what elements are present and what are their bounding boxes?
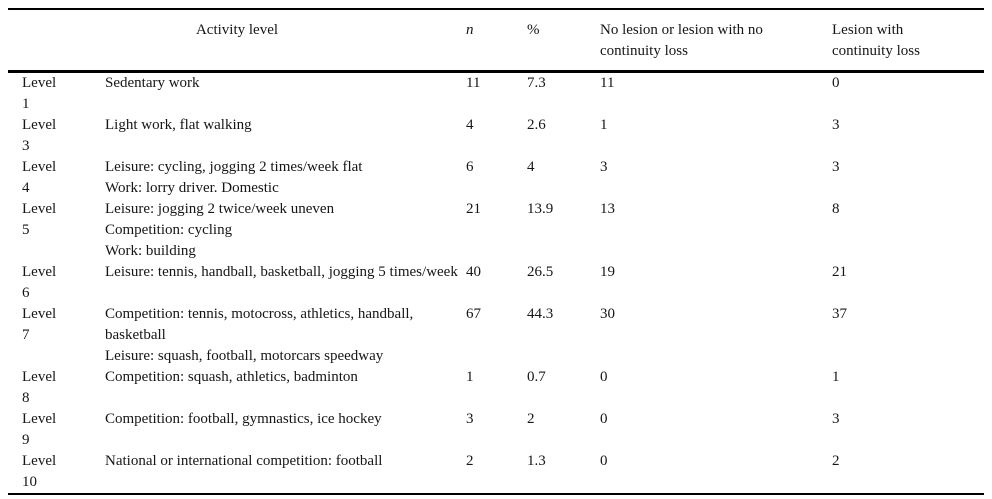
- n-cell: 1: [466, 369, 474, 385]
- activity-cell: Competition: tennis, motocross, athletic…: [105, 306, 414, 364]
- level-cell: Level 9: [8, 409, 105, 451]
- n-cell: 67: [466, 306, 481, 322]
- n-cell: 40: [466, 264, 481, 280]
- col-header-n: n: [466, 9, 527, 73]
- level-label: Level 10: [22, 453, 57, 490]
- activity-cell: Sedentary work: [105, 75, 200, 91]
- table-row: Level 6 Leisure: tennis, handball, baske…: [8, 262, 984, 304]
- activity-cell: Leisure: cycling, jogging 2 times/week f…: [105, 159, 363, 196]
- no-lesion-cell: 13: [600, 201, 615, 217]
- level-label: Level 5: [22, 201, 57, 238]
- percent-cell: 0.7: [527, 369, 546, 385]
- level-cell: Level 5: [8, 199, 105, 262]
- n-cell: 3: [466, 411, 474, 427]
- percent-cell: 2: [527, 411, 535, 427]
- percent-cell: 26.5: [527, 264, 554, 280]
- table-row: Level 3 Light work, flat walking 4 2.6 1…: [8, 115, 984, 157]
- no-lesion-cell: 30: [600, 306, 615, 322]
- lesion-cell: 8: [832, 201, 840, 217]
- no-lesion-cell: 3: [600, 159, 608, 175]
- no-lesion-cell: 0: [600, 369, 608, 385]
- activity-cell: Leisure: tennis, handball, basketball, j…: [105, 264, 458, 280]
- lesion-cell: 0: [832, 75, 840, 91]
- lesion-cell: 3: [832, 117, 840, 133]
- activity-level-table: Activity level n % No lesion or lesion w…: [8, 8, 984, 495]
- col-header-lesion: Lesion with continuity loss: [832, 9, 984, 73]
- level-label: Level 7: [22, 306, 57, 343]
- n-cell: 2: [466, 453, 474, 469]
- table-row: Level 5 Leisure: jogging 2 twice/week un…: [8, 199, 984, 262]
- level-cell: Level 7: [8, 304, 105, 367]
- col-header-no-lesion: No lesion or lesion with no continuity l…: [600, 9, 832, 73]
- table-row: Level 8 Competition: squash, athletics, …: [8, 367, 984, 409]
- level-label: Level 3: [22, 117, 57, 154]
- n-cell: 6: [466, 159, 474, 175]
- no-lesion-cell: 11: [600, 75, 615, 91]
- table-row: Level 1 Sedentary work 11 7.3 11 0: [8, 72, 984, 116]
- level-label: Level 6: [22, 264, 57, 301]
- percent-cell: 44.3: [527, 306, 554, 322]
- lesion-cell: 37: [832, 306, 847, 322]
- level-label: Level 9: [22, 411, 57, 448]
- percent-cell: 4: [527, 159, 535, 175]
- lesion-cell: 3: [832, 411, 840, 427]
- activity-cell: National or international competition: f…: [105, 453, 383, 469]
- col-header-activity-level: Activity level: [8, 9, 466, 73]
- percent-cell: 2.6: [527, 117, 546, 133]
- table-row: Level 7 Competition: tennis, motocross, …: [8, 304, 984, 367]
- percent-cell: 7.3: [527, 75, 546, 91]
- activity-cell: Light work, flat walking: [105, 117, 252, 133]
- level-cell: Level 8: [8, 367, 105, 409]
- table-row: Level 4 Leisure: cycling, jogging 2 time…: [8, 157, 984, 199]
- no-lesion-cell: 19: [600, 264, 615, 280]
- activity-cell: Competition: squash, athletics, badminto…: [105, 369, 358, 385]
- no-lesion-cell: 0: [600, 453, 608, 469]
- activity-cell: Competition: football, gymnastics, ice h…: [105, 411, 382, 427]
- level-label: Level 4: [22, 159, 57, 196]
- level-cell: Level 6: [8, 262, 105, 304]
- col-header-percent: %: [527, 9, 600, 73]
- lesion-cell: 21: [832, 264, 847, 280]
- header-row: Activity level n % No lesion or lesion w…: [8, 9, 984, 73]
- level-cell: Level 4: [8, 157, 105, 199]
- table-row: Level 10 National or international compe…: [8, 451, 984, 494]
- level-cell: Level 3: [8, 115, 105, 157]
- lesion-cell: 2: [832, 453, 840, 469]
- lesion-cell: 1: [832, 369, 840, 385]
- lesion-cell: 3: [832, 159, 840, 175]
- level-label: Level 8: [22, 369, 57, 406]
- activity-cell: Leisure: jogging 2 twice/week uneven Com…: [105, 201, 335, 259]
- level-label: Level 1: [22, 75, 57, 112]
- table-body: Level 1 Sedentary work 11 7.3 11 0 Level…: [8, 72, 984, 495]
- no-lesion-cell: 1: [600, 117, 608, 133]
- n-cell: 4: [466, 117, 474, 133]
- percent-cell: 13.9: [527, 201, 554, 217]
- percent-cell: 1.3: [527, 453, 546, 469]
- table-row: Level 9 Competition: football, gymnastic…: [8, 409, 984, 451]
- no-lesion-cell: 0: [600, 411, 608, 427]
- table-header: Activity level n % No lesion or lesion w…: [8, 9, 984, 73]
- n-cell: 21: [466, 201, 481, 217]
- level-cell: Level 1: [8, 72, 105, 116]
- n-cell: 11: [466, 75, 481, 91]
- level-cell: Level 10: [8, 451, 105, 494]
